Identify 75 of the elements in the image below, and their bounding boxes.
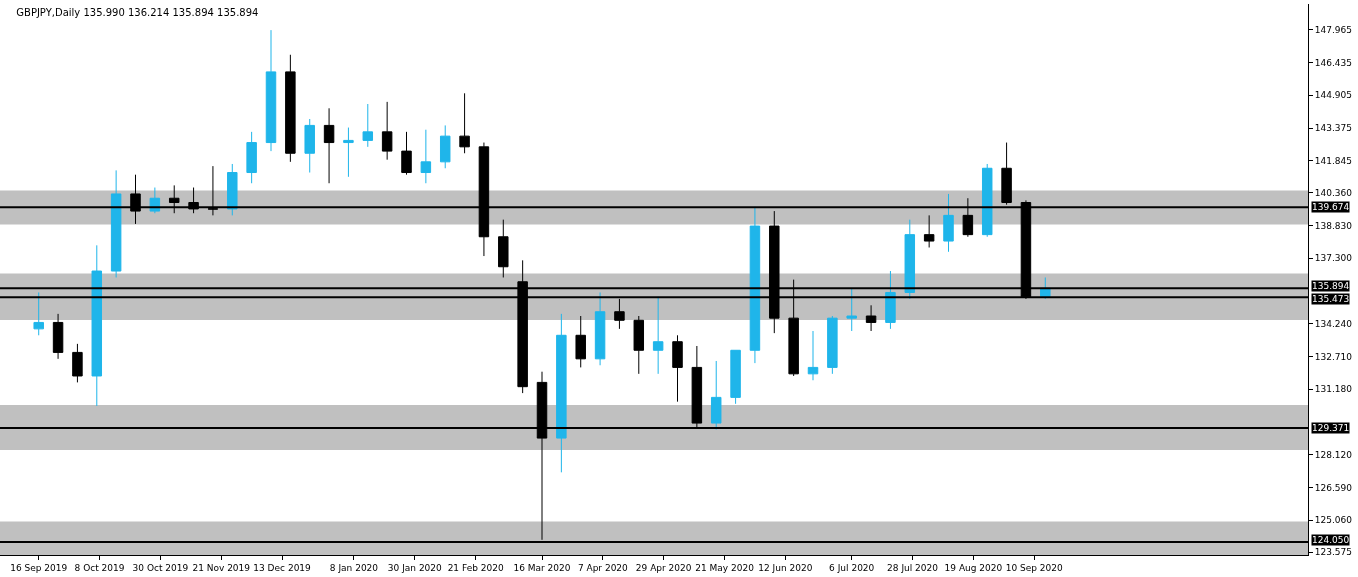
candlestick	[865, 304, 877, 332]
x-tick-label: 8 Oct 2019	[74, 562, 125, 573]
candlestick	[323, 107, 335, 184]
candlestick	[459, 92, 470, 154]
ref-line-label: 135.894	[1312, 281, 1350, 291]
candlestick	[246, 131, 257, 184]
candlestick	[381, 101, 393, 161]
candlestick	[343, 127, 354, 178]
candlestick	[401, 131, 412, 176]
y-tick-label: 125.060	[1314, 515, 1353, 526]
candlestick	[923, 214, 935, 248]
x-tick-label: 16 Mar 2020	[513, 562, 571, 573]
y-tick-label: 134.240	[1314, 318, 1353, 329]
y-tick-label: 141.845	[1314, 156, 1353, 167]
x-tick-label: 21 May 2020	[695, 562, 755, 573]
candlestick	[556, 313, 567, 473]
candlestick	[594, 291, 606, 366]
candlestick	[652, 296, 664, 375]
y-tick-label: 137.300	[1314, 253, 1353, 264]
candlestick	[885, 270, 896, 330]
ref-line-label: 129.371	[1312, 423, 1350, 433]
candlestick	[981, 163, 993, 238]
candlestick	[304, 118, 315, 174]
ref-line-label: 139.674	[1312, 202, 1350, 212]
y-tick-label: 143.375	[1314, 123, 1353, 134]
x-tick-label: 30 Jan 2020	[387, 562, 443, 573]
x-tick-label: 12 Jun 2020	[758, 562, 813, 573]
x-tick-label: 21 Nov 2019	[192, 562, 251, 573]
x-tick-label: 13 Dec 2019	[253, 562, 312, 573]
candlestick	[420, 129, 432, 184]
candlestick	[846, 287, 857, 332]
candlestick	[72, 343, 83, 383]
candlestick	[633, 315, 645, 375]
x-tick-label: 28 Jul 2020	[887, 562, 939, 573]
y-tick-label: 146.435	[1314, 57, 1353, 68]
x-tick-label: 19 Aug 2020	[944, 562, 1003, 573]
candlestick	[710, 360, 722, 431]
candlestick	[807, 330, 819, 381]
candlestick	[362, 103, 374, 148]
candlestick	[439, 124, 451, 169]
y-tick-label: 131.180	[1314, 384, 1353, 395]
candlestick	[285, 54, 296, 163]
candlestick	[730, 349, 741, 405]
candlestick	[943, 193, 954, 253]
y-tick-label: 132.710	[1314, 351, 1353, 362]
y-tick-label: 144.905	[1314, 90, 1353, 101]
ref-line-label: 124.050	[1312, 535, 1350, 545]
x-tick-label: 6 Jul 2020	[829, 562, 875, 573]
candlestick	[33, 291, 44, 336]
x-tick-label: 16 Sep 2019	[10, 562, 68, 573]
x-tick-label: 7 Apr 2020	[577, 562, 629, 573]
ref-line-label: 135.473	[1312, 294, 1350, 304]
candlestick	[749, 206, 761, 364]
candlestick	[91, 244, 103, 407]
x-tick-label: 30 Oct 2019	[132, 562, 189, 573]
y-tick-label: 123.575	[1314, 547, 1353, 558]
x-tick-label: 21 Feb 2020	[447, 562, 504, 573]
y-tick-label: 147.965	[1314, 24, 1353, 35]
candlestick	[498, 219, 509, 278]
candlestick	[827, 315, 838, 375]
candlestick	[672, 334, 683, 403]
candlestick	[227, 163, 238, 216]
candlestick	[904, 219, 916, 300]
x-tick-label: 8 Jan 2020	[329, 562, 379, 573]
y-tick-label: 140.360	[1314, 187, 1353, 198]
candlestick	[52, 313, 64, 360]
chart-title: GBPJPY,Daily 135.990 136.214 135.894 135.894	[16, 6, 259, 18]
candlestick	[265, 29, 277, 152]
x-tick-label: 10 Sep 2020	[1005, 562, 1064, 573]
y-tick-label: 126.590	[1314, 482, 1353, 493]
y-tick-label: 128.120	[1314, 449, 1353, 460]
candlestick	[575, 315, 586, 368]
y-tick-label: 138.830	[1314, 220, 1353, 231]
candlestick	[110, 169, 122, 278]
x-tick-label: 29 Apr 2020	[635, 562, 692, 573]
